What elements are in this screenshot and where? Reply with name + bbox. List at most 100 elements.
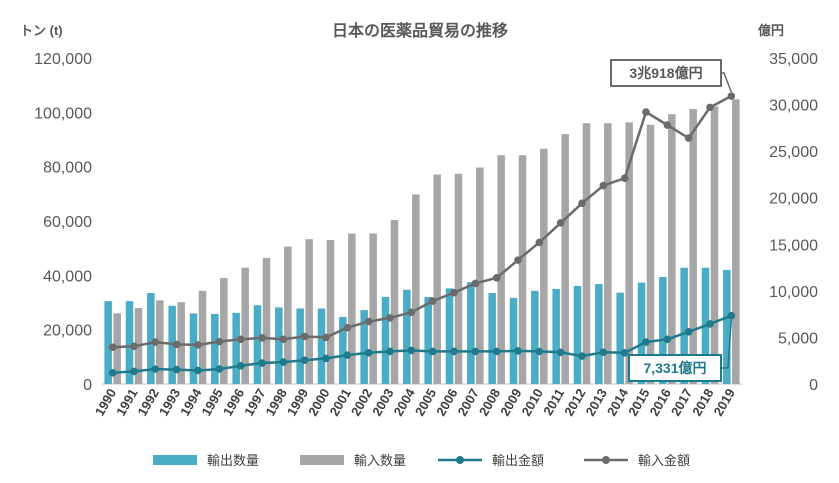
x-tick-label: 2007 xyxy=(454,386,481,419)
callout-export-text: 7,331億円 xyxy=(643,360,706,376)
x-tick-label: 2001 xyxy=(326,386,353,419)
bar-import-volume xyxy=(412,194,420,384)
callout-export-box xyxy=(628,354,722,382)
bar-import-volume xyxy=(198,290,207,384)
bar-export-volume xyxy=(467,282,475,384)
x-tick-label: 2014 xyxy=(604,385,632,418)
chart-title: 日本の医薬品貿易の推移 xyxy=(332,21,508,40)
bar-export-volume xyxy=(381,296,390,384)
right-tick-label: 35,000 xyxy=(769,51,818,68)
point-import-value xyxy=(620,174,629,182)
x-tick-label: 2002 xyxy=(348,386,375,419)
point-export-value xyxy=(556,348,565,357)
x-tick-label: 2010 xyxy=(518,386,545,419)
point-export-value xyxy=(492,347,501,356)
point-import-value xyxy=(578,199,586,208)
point-import-value xyxy=(258,334,266,342)
point-export-value xyxy=(450,347,458,356)
bar-import-volume xyxy=(710,106,719,385)
right-axis-ticks: 35,000 30,000 25,000 20,000 15,000 10,000 5,00… xyxy=(769,51,818,394)
bar-export-volume xyxy=(531,290,539,384)
point-import-value xyxy=(492,274,501,282)
right-tick-label: 20,000 xyxy=(769,191,818,208)
legend-label: 輸出数量 xyxy=(207,453,259,468)
point-export-value xyxy=(343,351,352,359)
point-export-value xyxy=(535,347,544,356)
legend-label: 輸出金額 xyxy=(492,453,544,468)
point-import-value xyxy=(684,134,693,142)
point-export-value xyxy=(258,359,266,367)
bar-export-volume xyxy=(339,316,347,384)
right-tick-label: 0 xyxy=(809,377,818,394)
point-import-value xyxy=(450,288,458,297)
point-export-value xyxy=(151,365,160,373)
right-tick-label: 30,000 xyxy=(769,98,818,115)
bar-import-volume xyxy=(668,114,676,385)
bar-export-volume xyxy=(552,288,560,384)
left-tick-label: 60,000 xyxy=(43,214,92,231)
bar-import-volume xyxy=(305,239,313,384)
point-export-value xyxy=(578,352,586,360)
left-tick-label: 80,000 xyxy=(43,160,92,177)
point-export-value xyxy=(386,347,394,356)
point-import-value xyxy=(236,335,245,344)
bar-export-volume xyxy=(296,308,304,384)
legend-label: 輸入金額 xyxy=(638,453,690,468)
callout-import-text: 3兆918億円 xyxy=(629,65,702,81)
x-tick-label: 2018 xyxy=(689,386,716,419)
point-import-value xyxy=(471,279,480,288)
point-import-value xyxy=(599,181,608,190)
x-tick-label: 2019 xyxy=(710,386,737,419)
bar-import-volume xyxy=(625,122,633,384)
x-tick-label: 1996 xyxy=(220,386,247,419)
right-tick-label: 25,000 xyxy=(769,144,818,161)
left-tick-label: 120,000 xyxy=(34,51,92,68)
point-export-value xyxy=(642,338,650,346)
point-export-value xyxy=(684,328,693,336)
point-export-value xyxy=(194,366,202,375)
callout-import-leader xyxy=(721,72,733,93)
bar-import-volume xyxy=(518,155,527,384)
x-tick-label: 1999 xyxy=(284,386,311,419)
bar-import-volume xyxy=(540,148,548,384)
bar-import-volume xyxy=(262,257,271,384)
bar-export-volume xyxy=(189,313,198,384)
bar-import-volume xyxy=(348,233,356,384)
bar-import-volume xyxy=(326,240,335,384)
point-import-value xyxy=(642,108,650,116)
point-import-value xyxy=(556,219,565,227)
x-tick-label: 2004 xyxy=(390,385,418,418)
left-axis-unit: トン (t) xyxy=(20,23,63,38)
bar-import-volume xyxy=(582,123,591,384)
point-export-value xyxy=(215,365,224,373)
bar-import-volume xyxy=(732,99,740,384)
bar-export-volume xyxy=(317,308,326,384)
point-import-value xyxy=(322,333,330,342)
point-import-value xyxy=(194,341,202,349)
callout-export-leader xyxy=(721,319,733,369)
bar-import-volume xyxy=(369,233,377,384)
left-axis-ticks: 120,000 100,000 80,000 60,000 40,000 20,000 0 xyxy=(34,51,92,394)
point-import-value xyxy=(151,338,160,346)
point-export-value xyxy=(322,354,330,363)
bar-import-volume xyxy=(561,134,569,384)
bar-import-volume xyxy=(646,124,655,384)
point-export-value xyxy=(300,356,309,365)
point-export-value xyxy=(364,348,373,357)
point-import-value xyxy=(535,238,544,247)
x-tick-label: 1991 xyxy=(113,386,140,419)
legend: 輸出数量 輸入数量 輸出金額 輸入金額 xyxy=(153,453,690,468)
left-tick-label: 20,000 xyxy=(43,323,92,340)
bar-import-volume xyxy=(604,123,612,384)
right-tick-label: 15,000 xyxy=(769,237,818,254)
x-tick-label: 1998 xyxy=(262,386,289,419)
bar-export-volume xyxy=(616,292,624,384)
point-import-value xyxy=(343,323,352,332)
x-tick-label: 2006 xyxy=(433,386,460,419)
point-import-value xyxy=(130,342,138,351)
bar-export-volume xyxy=(232,312,240,384)
bar-export-volume xyxy=(445,288,454,384)
point-export-value xyxy=(727,311,736,320)
point-import-value xyxy=(300,332,309,341)
